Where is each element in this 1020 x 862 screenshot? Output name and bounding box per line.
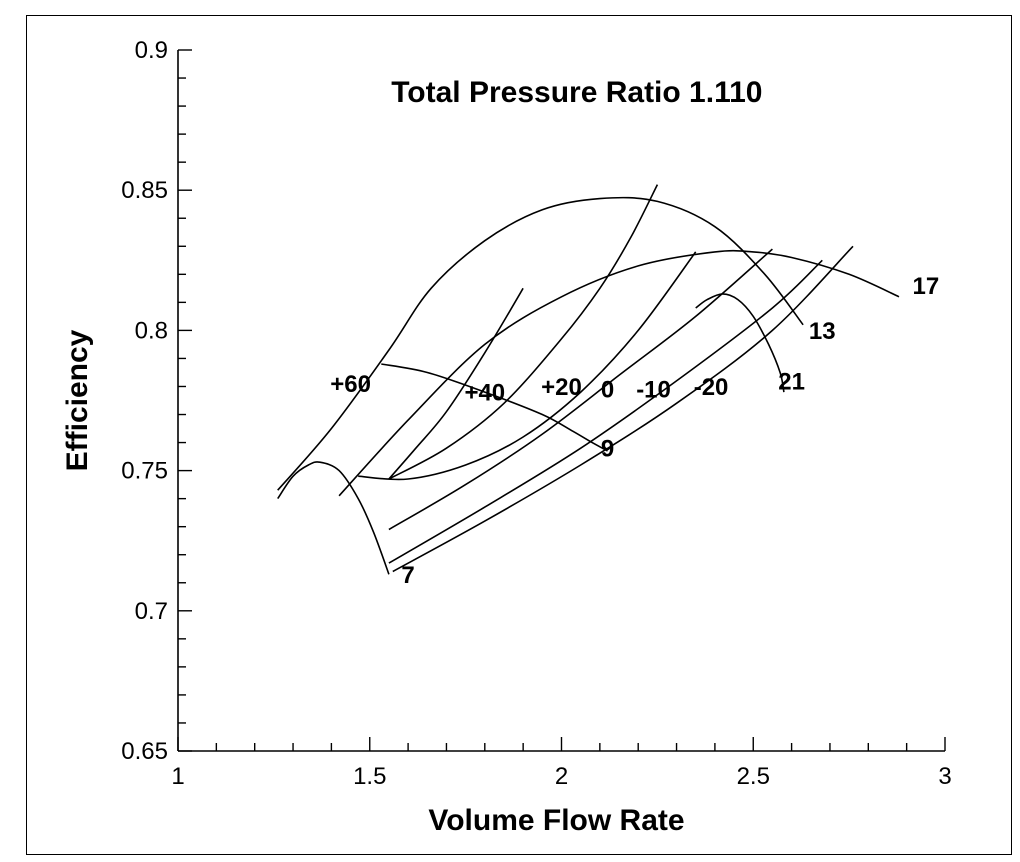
series-line-plus40 [388, 184, 659, 480]
series-label: +40 [464, 380, 505, 407]
series-line-plus60 [388, 287, 524, 480]
y-axis-title: Efficiency [61, 329, 94, 471]
series-label: 13 [809, 318, 836, 345]
y-tick-label: 0.9 [135, 37, 168, 64]
series-label: 17 [912, 273, 939, 300]
series-label: +20 [541, 374, 582, 401]
series-line-9 [381, 363, 608, 452]
chart-frame [26, 15, 1012, 855]
series-line-13 [277, 196, 804, 491]
series-label: 0 [601, 377, 614, 404]
series-line-minus10 [388, 259, 823, 564]
chart-title: Total Pressure Ratio 1.110 [391, 76, 762, 109]
x-axis-title: Volume Flow Rate [428, 804, 684, 837]
series-line-0 [388, 248, 773, 531]
curve-labels: 7 9 13 17 21 +60 +40 +20 0 -10 -20 [330, 273, 939, 589]
curves [277, 184, 900, 575]
series-line-7 [277, 461, 390, 575]
series-label: 21 [778, 368, 805, 395]
series-line-17 [338, 249, 900, 497]
series-label: 9 [601, 436, 614, 463]
series-label: 7 [401, 562, 414, 589]
y-tick-label: 0.7 [135, 598, 168, 625]
series-label: -20 [694, 374, 729, 401]
x-tick-label: 1.5 [353, 763, 386, 790]
y-tick-label: 0.75 [121, 458, 168, 485]
ticks: 1 1.5 2 2.5 3 0.65 0.7 0.75 0.8 0.85 0.9 [121, 37, 951, 790]
series-label: +60 [330, 371, 371, 398]
series-line-minus20 [392, 245, 854, 573]
y-tick-label: 0.65 [121, 738, 168, 765]
y-tick-label: 0.85 [121, 177, 168, 204]
series-line-plus20 [358, 251, 697, 481]
x-tick-label: 2.5 [737, 763, 770, 790]
y-tick-label: 0.8 [135, 317, 168, 344]
x-tick-label: 2 [555, 763, 568, 790]
series-line-21 [695, 293, 785, 393]
x-tick-label: 1 [171, 763, 184, 790]
x-tick-label: 3 [938, 763, 951, 790]
series-label: -10 [636, 377, 671, 404]
